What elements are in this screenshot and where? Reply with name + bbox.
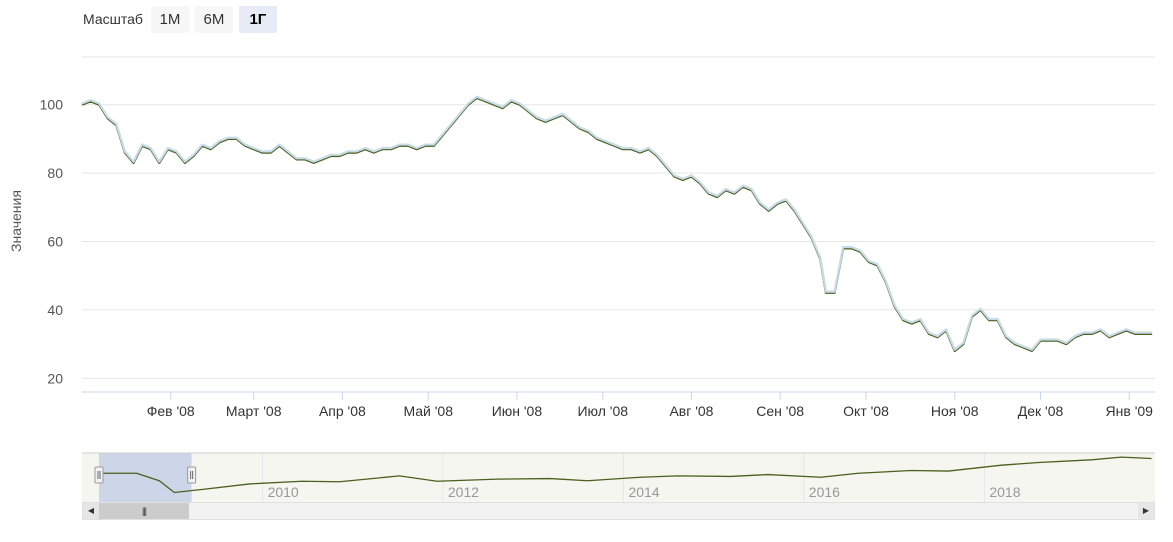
navigator-year-labels: 2010 2012 2014 2016 2018 [262,453,1021,502]
zoom-button-1y[interactable]: 1Г [238,5,277,33]
x-tick-label: Янв '09 [1106,403,1154,419]
navigator-handles[interactable] [94,466,197,484]
navigator-year-label: 2018 [989,484,1020,500]
x-tick-label: Фев '08 [147,403,195,419]
zoom-label: Масштаб [83,11,143,27]
navigator-year-label: 2016 [809,484,840,500]
zoom-button-1m[interactable]: 1М [150,5,189,33]
x-tick-label: Июл '08 [577,403,628,419]
y-tick-label: 100 [40,97,64,113]
y-axis-labels: 20 40 60 80 100 [40,97,64,387]
navigator-year-label: 2012 [448,484,479,500]
y-tick-label: 20 [47,370,63,386]
navigator[interactable]: 2010 2012 2014 2016 2018 [82,452,1155,502]
x-axis-labels: Фев '08 Март '08 Апр '08 Май '08 Июн '08 Июл … [147,403,1153,419]
x-tick-label: Сен '08 [756,403,804,419]
series-line-light [81,95,1153,351]
series-line-dark [81,96,1153,353]
navigator-line [99,456,1152,494]
navigator-year-label: 2010 [268,484,299,500]
y-axis-title: Значения [8,190,24,252]
navigator-background [82,453,1155,502]
navigator-scrollbar[interactable]: ◀ ||| ▶ [82,502,1155,520]
y-tick-label: 80 [47,165,63,181]
x-tick-label: Июн '08 [492,403,543,419]
x-tick-label: Окт '08 [843,403,889,419]
navigator-series [99,456,1152,494]
x-tick-label: Ноя '08 [931,403,979,419]
navigator-selected-range[interactable] [99,453,192,502]
y-tick-label: 40 [47,302,63,318]
series-lines [81,95,1153,353]
x-tick-label: Май '08 [403,403,453,419]
zoom-button-6m[interactable]: 6М [194,5,233,33]
navigator-left-handle [94,466,104,484]
x-tick-label: Дек '08 [1018,403,1064,419]
grid-lines [82,56,1155,379]
scroll-left-arrow-icon[interactable]: ◀ [83,503,99,519]
x-tick-label: Апр '08 [319,403,366,419]
navigator-year-label: 2014 [628,484,659,500]
zoom-selector: Масштаб 1М 6М 1Г [83,5,277,33]
y-tick-label: 60 [47,234,63,250]
scrollbar-thumb[interactable]: ||| [99,503,189,519]
x-tick-label: Авг '08 [669,403,713,419]
x-axis-ticks [170,392,1130,400]
x-tick-label: Март '08 [226,403,282,419]
scroll-right-arrow-icon[interactable]: ▶ [1138,503,1154,519]
navigator-right-handle [187,466,197,484]
